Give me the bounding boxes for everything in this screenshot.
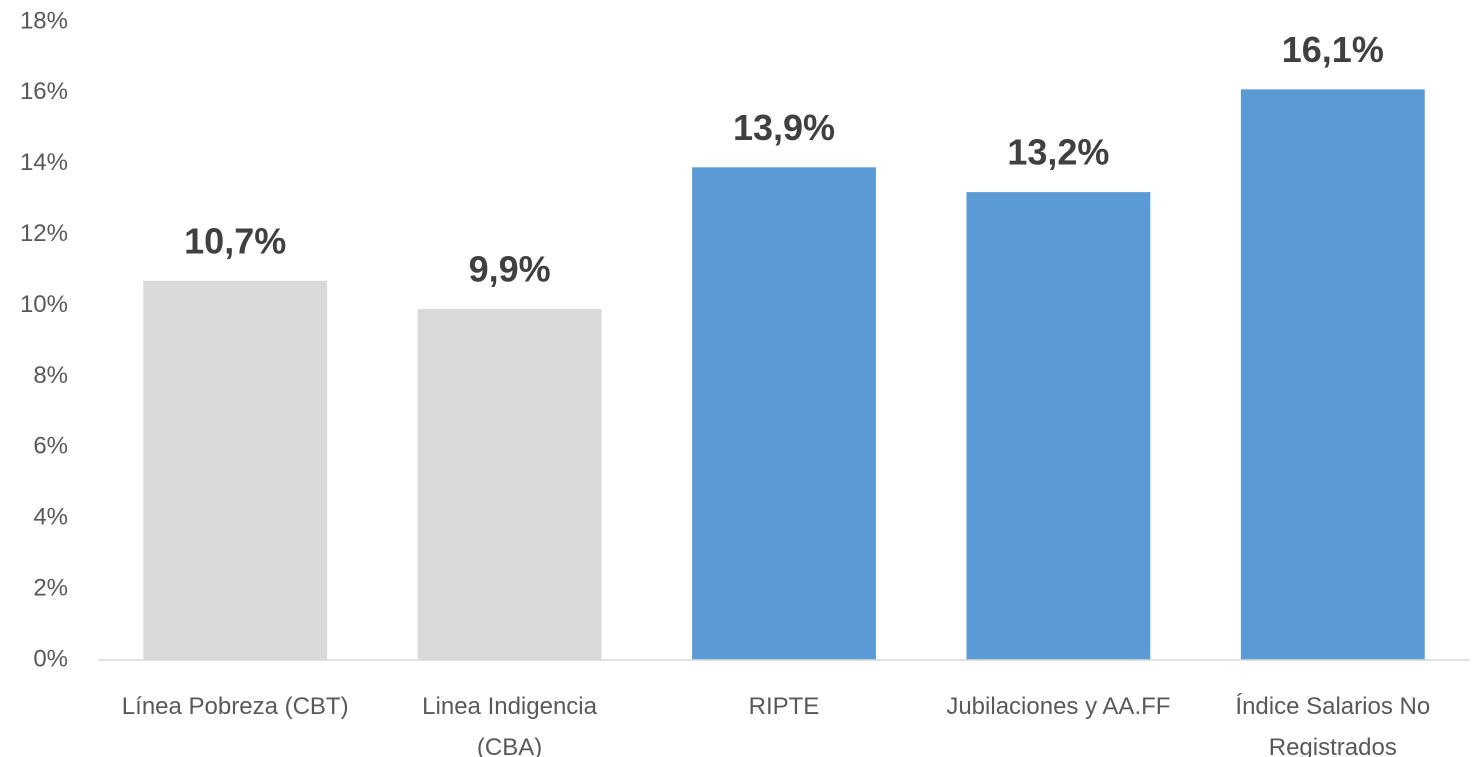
y-tick-label: 4% <box>33 504 68 531</box>
bar <box>143 280 328 660</box>
value-label: 9,9% <box>469 249 551 290</box>
x-tick-label: Línea Pobreza (CBT) <box>121 693 349 720</box>
x-tick-label: Jubilaciones y AA.FF <box>946 693 1171 720</box>
x-tick-label: RIPTE <box>748 693 820 720</box>
bar <box>692 167 876 661</box>
x-tick-label: Linea Indigencia (CBA) <box>422 693 597 757</box>
y-tick-label: 6% <box>33 433 68 460</box>
y-tick-label: 8% <box>33 362 68 389</box>
bar <box>1240 89 1425 661</box>
x-tick-label: Índice Salarios No Registrados <box>1235 693 1431 757</box>
value-label: 10,7% <box>184 220 286 261</box>
value-label: 13,9% <box>733 107 835 148</box>
value-label: 16,1% <box>1282 29 1384 70</box>
y-tick-label: 10% <box>20 291 68 318</box>
y-tick-label: 0% <box>33 645 68 672</box>
y-tick-label: 14% <box>20 149 68 176</box>
bar <box>966 192 1151 660</box>
y-tick-label: 16% <box>20 78 68 105</box>
y-tick-label: 12% <box>20 220 68 247</box>
y-tick-label: 2% <box>33 574 68 601</box>
y-tick-label: 18% <box>20 7 68 34</box>
bar <box>417 309 602 660</box>
value-label: 13,2% <box>1007 132 1109 173</box>
